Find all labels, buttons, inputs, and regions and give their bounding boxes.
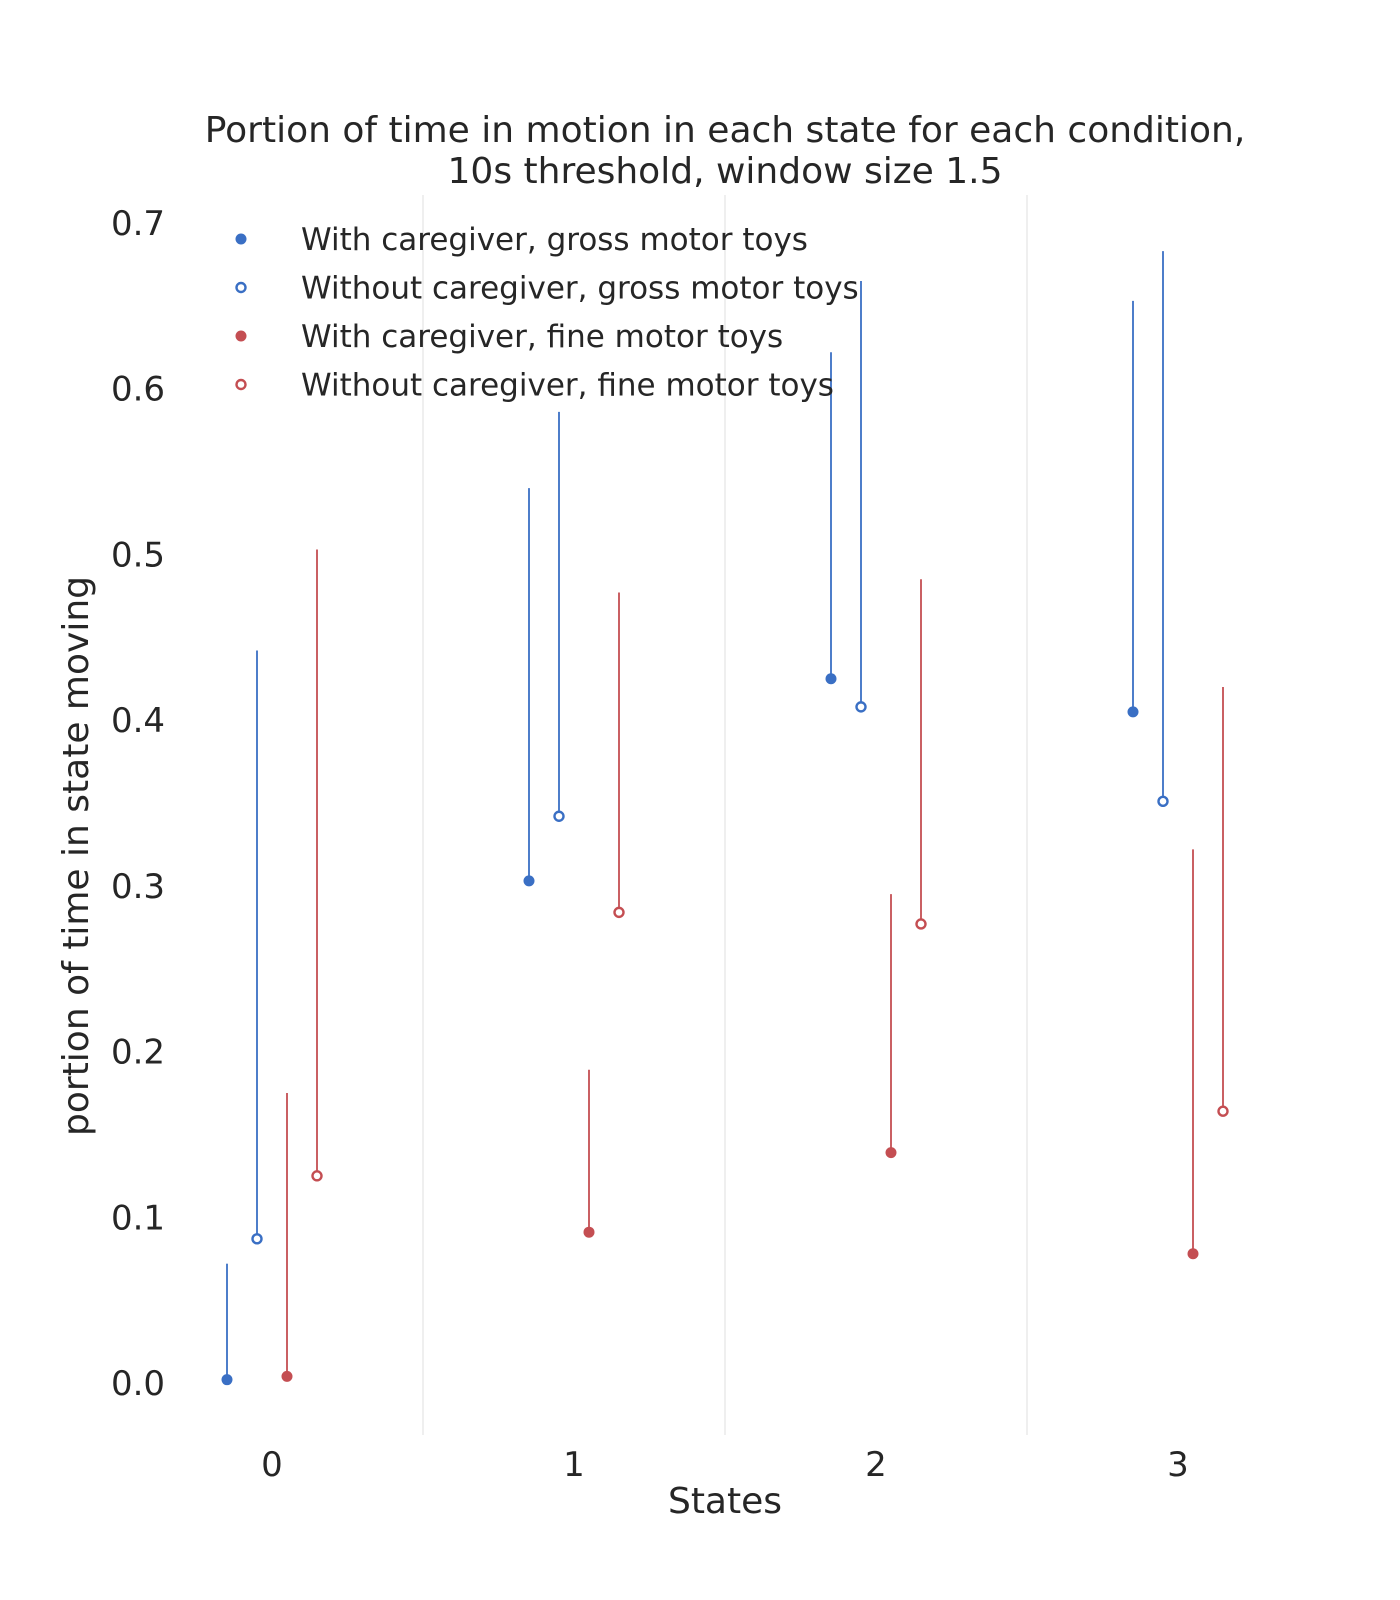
legend-label: Without caregiver, fine motor toys [301, 368, 834, 404]
y-tick-label: 0.2 [111, 1033, 165, 1073]
x-axis-label: States [668, 1481, 782, 1522]
legend-marker [235, 281, 247, 294]
data-point [613, 906, 625, 919]
y-tick-label: 0.5 [111, 535, 165, 575]
error-lines [226, 251, 1224, 1380]
data-point [523, 875, 535, 887]
data-point [311, 1170, 323, 1182]
legend-label: Without caregiver, gross motor toys [301, 271, 859, 307]
y-tick-labels: 0.0 0.1 0.2 0.3 0.4 0.5 0.6 0.7 [111, 204, 165, 1404]
x-tick-label: 3 [1167, 1445, 1189, 1485]
x-tick-label: 0 [261, 1445, 283, 1485]
x-tick-label: 2 [865, 1445, 887, 1485]
data-point [1157, 795, 1169, 808]
data-point [1187, 1248, 1199, 1260]
data-point [251, 1233, 263, 1245]
y-tick-label: 0.4 [111, 701, 165, 741]
data-point [915, 918, 927, 930]
y-tick-label: 0.0 [111, 1364, 165, 1404]
x-tick-label: 1 [563, 1445, 585, 1485]
data-point [855, 701, 867, 713]
chart-title-line-1: Portion of time in motion in each state … [205, 110, 1246, 151]
data-point [221, 1374, 233, 1386]
y-tick-label: 0.6 [111, 370, 165, 410]
x-tick-labels: 0 1 2 3 [261, 1445, 1189, 1485]
data-point [281, 1370, 293, 1382]
legend-label: With caregiver, fine motor toys [301, 319, 783, 355]
data-point [825, 673, 837, 685]
y-tick-label: 0.3 [111, 867, 165, 907]
data-point [1217, 1105, 1229, 1117]
data-point [583, 1226, 595, 1238]
y-tick-label: 0.1 [111, 1198, 165, 1238]
data-point [1127, 706, 1139, 718]
grid-lines [422, 195, 1028, 1435]
y-axis-label: portion of time in state moving [56, 576, 97, 1136]
legend-label: With caregiver, gross motor toys [301, 222, 808, 258]
data-points [221, 673, 1229, 1386]
chart-title-line-2: 10s threshold, window size 1.5 [448, 151, 1003, 192]
data-point [885, 1147, 897, 1159]
legend-marker [235, 330, 247, 342]
legend-marker [235, 233, 247, 245]
y-tick-label: 0.7 [111, 204, 165, 244]
legend: With caregiver, gross motor toys Without … [235, 222, 859, 404]
legend-marker [235, 378, 247, 391]
data-point [553, 810, 565, 822]
